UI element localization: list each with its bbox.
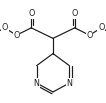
Text: O: O — [28, 9, 34, 18]
Text: O: O — [98, 23, 104, 32]
Text: O: O — [72, 9, 78, 18]
Text: O: O — [2, 23, 8, 32]
Text: N: N — [34, 78, 40, 88]
Text: O: O — [86, 31, 93, 40]
Text: N: N — [66, 78, 72, 88]
Text: O: O — [13, 31, 20, 40]
